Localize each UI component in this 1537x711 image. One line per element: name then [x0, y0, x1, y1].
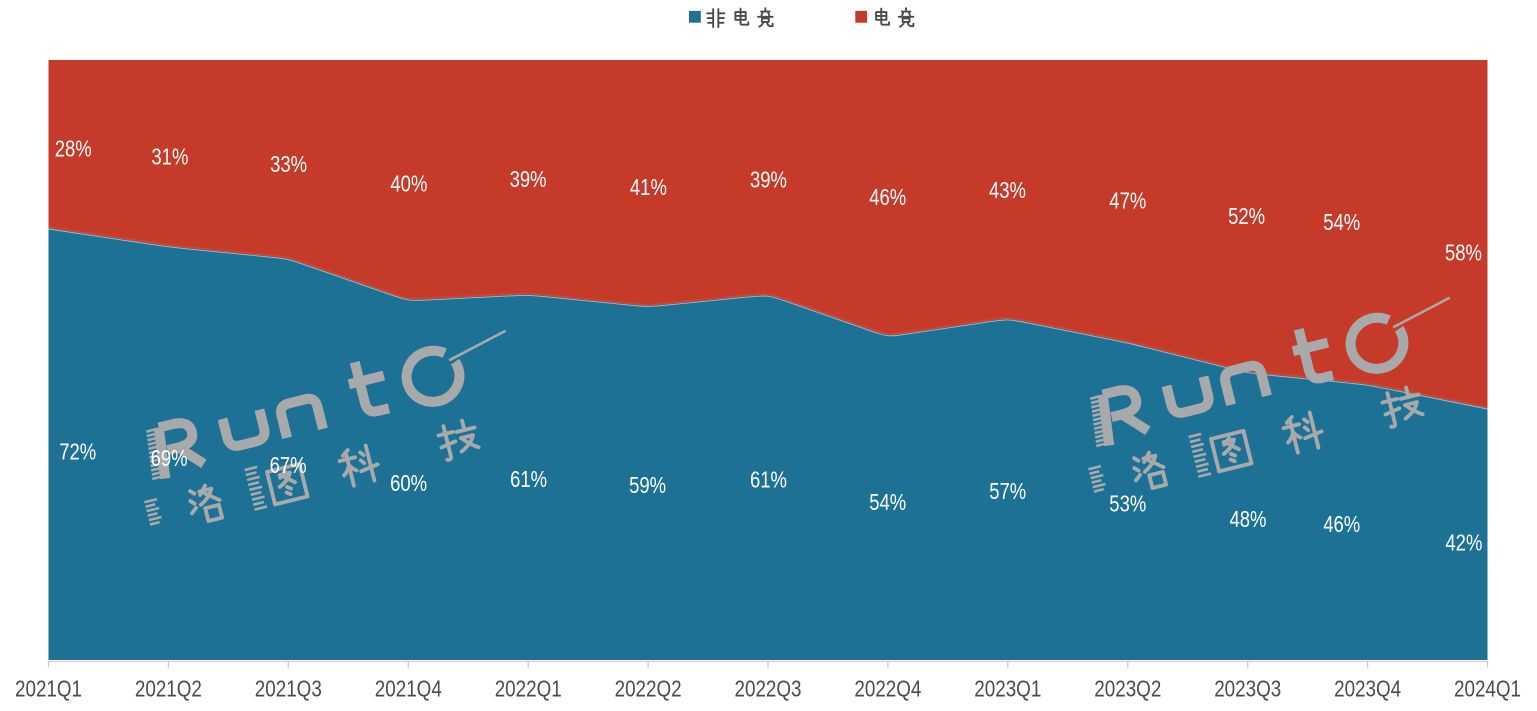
svg-text:42%: 42%: [1445, 530, 1482, 556]
svg-text:54%: 54%: [869, 489, 906, 515]
svg-text:2024Q1: 2024Q1: [1454, 676, 1521, 702]
svg-text:72%: 72%: [59, 439, 96, 465]
svg-text:39%: 39%: [750, 167, 787, 193]
svg-text:47%: 47%: [1109, 188, 1146, 214]
svg-text:2021Q1: 2021Q1: [15, 676, 82, 702]
svg-text:2022Q3: 2022Q3: [735, 676, 802, 702]
svg-text:46%: 46%: [1323, 511, 1360, 537]
svg-text:41%: 41%: [630, 174, 667, 200]
svg-text:2023Q1: 2023Q1: [974, 676, 1041, 702]
svg-text:54%: 54%: [1323, 209, 1360, 235]
svg-text:31%: 31%: [151, 144, 188, 170]
svg-text:61%: 61%: [750, 466, 787, 492]
svg-text:2023Q3: 2023Q3: [1214, 676, 1281, 702]
svg-text:2022Q2: 2022Q2: [615, 676, 682, 702]
svg-text:52%: 52%: [1228, 203, 1265, 229]
svg-text:46%: 46%: [869, 184, 906, 210]
svg-text:2022Q4: 2022Q4: [854, 676, 921, 702]
svg-text:2023Q4: 2023Q4: [1334, 676, 1401, 702]
svg-text:57%: 57%: [989, 478, 1026, 504]
svg-text:43%: 43%: [989, 177, 1026, 203]
svg-text:61%: 61%: [510, 466, 547, 492]
svg-text:53%: 53%: [1109, 491, 1146, 517]
svg-text:60%: 60%: [390, 470, 427, 496]
svg-text:2021Q4: 2021Q4: [375, 676, 442, 702]
svg-text:59%: 59%: [629, 472, 666, 498]
svg-text:2023Q2: 2023Q2: [1094, 676, 1161, 702]
svg-text:58%: 58%: [1445, 240, 1482, 266]
svg-text:28%: 28%: [55, 136, 92, 162]
svg-text:40%: 40%: [390, 170, 427, 196]
svg-text:48%: 48%: [1230, 506, 1267, 532]
svg-text:33%: 33%: [270, 151, 307, 177]
svg-text:67%: 67%: [270, 452, 307, 478]
svg-text:2022Q1: 2022Q1: [495, 676, 562, 702]
svg-text:69%: 69%: [151, 445, 188, 471]
svg-text:2021Q2: 2021Q2: [135, 676, 202, 702]
svg-text:39%: 39%: [510, 166, 547, 192]
svg-text:2021Q3: 2021Q3: [255, 676, 322, 702]
